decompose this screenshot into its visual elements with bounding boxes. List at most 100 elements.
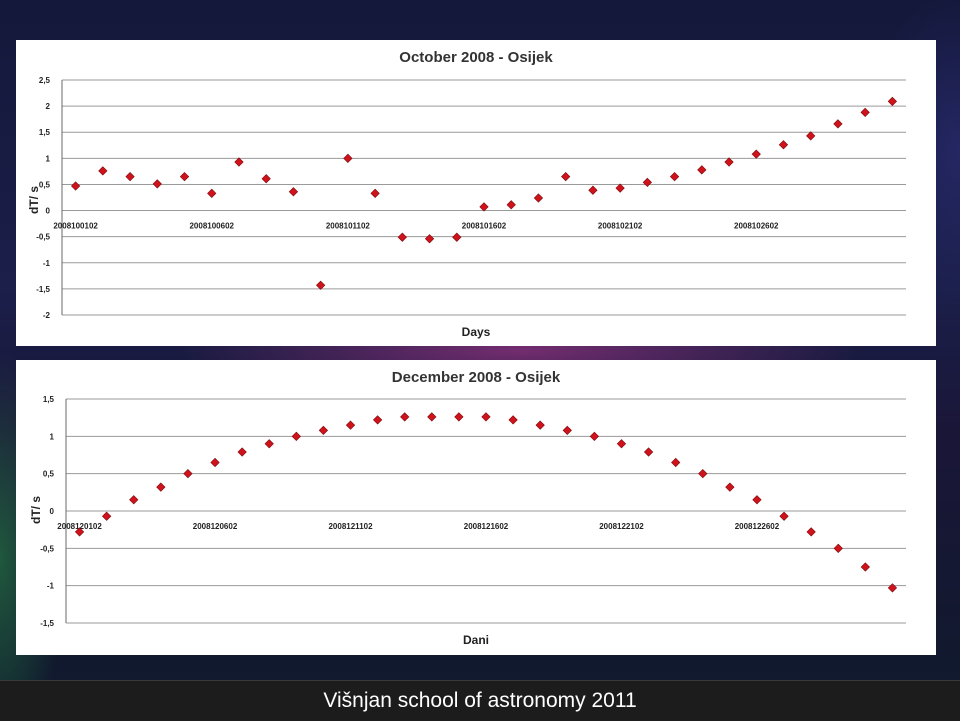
y-axis-label: dT/ s xyxy=(29,496,43,524)
y-tick-label: -0,5 xyxy=(40,544,54,553)
y-tick-label: -2 xyxy=(43,311,51,320)
december-chart: December 2008 - Osijek Dani dT/ s 1,5 1 0,… xyxy=(29,369,906,647)
data-point xyxy=(264,439,274,449)
data-point xyxy=(234,157,244,167)
x-category-label: 2008101602 xyxy=(462,222,507,231)
data-point xyxy=(156,482,166,492)
data-point xyxy=(454,412,464,422)
data-point xyxy=(345,420,356,430)
data-point xyxy=(397,232,407,242)
data-point xyxy=(183,469,193,479)
data-point xyxy=(207,188,217,198)
x-category-label: 2008122602 xyxy=(735,522,780,531)
data-point xyxy=(751,149,761,159)
x-axis-label: Days xyxy=(462,325,491,339)
data-point xyxy=(481,412,491,422)
y-tick-label: -1 xyxy=(47,582,55,591)
data-point xyxy=(887,96,898,107)
data-point xyxy=(370,188,380,198)
x-category-label: 2008121602 xyxy=(464,522,509,531)
x-category-label: 2008100102 xyxy=(53,222,98,231)
y-tick-label: 1 xyxy=(50,432,55,441)
data-point xyxy=(318,425,329,435)
data-point xyxy=(806,527,816,537)
data-point xyxy=(643,447,654,457)
y-tick-label: 2,5 xyxy=(39,76,51,85)
data-point xyxy=(616,439,627,449)
data-point xyxy=(671,457,681,468)
data-series xyxy=(70,96,898,290)
data-point xyxy=(400,412,410,422)
data-point xyxy=(70,181,81,191)
x-category-label: 2008121102 xyxy=(328,522,373,531)
data-point xyxy=(102,511,112,521)
footer-bar: Višnjan school of astronomy 2011 xyxy=(0,680,960,721)
x-category-label: 2008102602 xyxy=(734,222,779,231)
y-tick-label: 1,5 xyxy=(39,128,51,137)
x-category-label: 2008102102 xyxy=(598,222,643,231)
data-point xyxy=(479,202,489,212)
data-point xyxy=(98,166,108,176)
footer-caption: Višnjan school of astronomy 2011 xyxy=(323,689,637,712)
data-point xyxy=(833,119,843,129)
data-point xyxy=(316,280,326,290)
data-point xyxy=(237,447,247,457)
data-point xyxy=(125,171,135,182)
y-tick-label: 0 xyxy=(46,207,51,216)
chart-title: October 2008 - Osijek xyxy=(399,49,553,66)
data-point xyxy=(561,171,571,182)
data-point xyxy=(291,431,301,441)
data-series xyxy=(74,412,898,593)
data-point xyxy=(588,185,598,195)
data-point xyxy=(778,140,789,150)
data-point xyxy=(535,420,545,430)
data-point xyxy=(129,495,139,505)
y-tick-label: -1,5 xyxy=(36,285,50,294)
data-point xyxy=(697,165,707,175)
x-category-label: 2008101102 xyxy=(326,222,371,231)
y-axis-label: dT/ s xyxy=(27,186,41,214)
x-category-label: 2008120102 xyxy=(57,522,102,531)
y-tick-label: -0,5 xyxy=(36,233,50,242)
data-point xyxy=(424,234,435,244)
data-point xyxy=(725,482,735,492)
data-point xyxy=(860,562,870,572)
gridlines xyxy=(62,79,906,316)
data-point xyxy=(589,431,600,441)
y-tick-label: -1,5 xyxy=(40,619,54,628)
data-point xyxy=(724,157,734,167)
data-point xyxy=(562,425,572,435)
data-point xyxy=(452,232,462,242)
chart-title: December 2008 - Osijek xyxy=(392,369,561,386)
data-point xyxy=(343,153,353,163)
data-point xyxy=(427,412,437,422)
y-tick-label: 1,5 xyxy=(43,395,55,404)
data-point xyxy=(779,511,789,521)
data-point xyxy=(806,131,816,141)
october-chart: October 2008 - Osijek Days dT/ s 2,5 2 1,5… xyxy=(27,49,906,339)
december-chart-panel: December 2008 - Osijek Dani dT/ s 1,5 1 0,… xyxy=(16,360,936,655)
data-point xyxy=(179,171,190,182)
data-point xyxy=(152,179,162,189)
y-tick-label: 2 xyxy=(46,102,51,111)
x-category-label: 2008100602 xyxy=(189,222,234,231)
data-point xyxy=(288,187,299,197)
y-tick-label: 0,5 xyxy=(43,470,55,479)
gridlines xyxy=(66,398,906,624)
x-category-label: 2008120602 xyxy=(193,522,238,531)
y-tick-label: 1 xyxy=(46,154,51,163)
data-point xyxy=(887,583,898,593)
data-point xyxy=(698,469,708,479)
data-point xyxy=(669,171,680,182)
x-category-label: 2008122102 xyxy=(599,522,644,531)
october-chart-panel: October 2008 - Osijek Days dT/ s 2,5 2 1,5… xyxy=(16,40,936,346)
data-point xyxy=(615,183,625,193)
data-point xyxy=(74,527,85,537)
data-point xyxy=(860,107,870,118)
y-tick-label: 0,5 xyxy=(39,180,51,189)
data-point xyxy=(752,495,762,505)
y-tick-label: 0 xyxy=(50,507,55,516)
data-point xyxy=(642,177,652,187)
y-tick-label: -1 xyxy=(43,259,51,268)
x-axis-label: Dani xyxy=(463,633,489,647)
